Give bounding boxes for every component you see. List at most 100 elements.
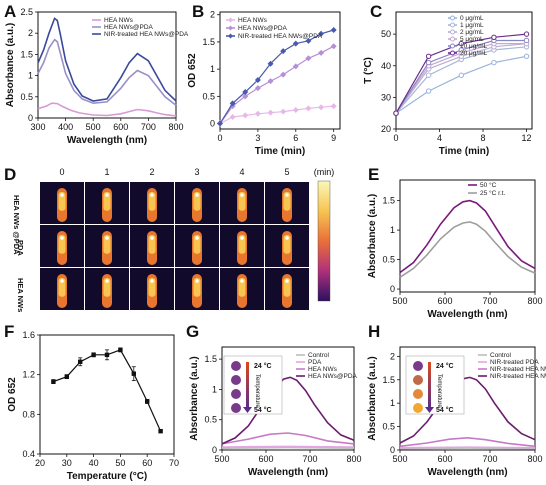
x-tick-label: 30 — [62, 458, 72, 468]
sample-hotspot — [58, 235, 66, 254]
data-point — [229, 114, 236, 121]
data-point — [104, 352, 110, 358]
y-axis-label: Absorbance (a.u.) — [5, 23, 16, 107]
panel-label-d: D — [4, 165, 16, 184]
x-tick-label: 50 — [115, 458, 125, 468]
sample-well-icon — [413, 403, 423, 413]
y-axis-label: Absorbance (a.u.) — [367, 194, 378, 278]
legend-entry: 25 °C r.t. — [480, 189, 506, 197]
x-tick-label: 700 — [302, 454, 317, 464]
x-tick-label: 3 — [255, 133, 260, 143]
legend-marker — [228, 33, 233, 39]
y-tick-label: 20 — [381, 124, 391, 134]
thermal-unit-label: (min) — [314, 167, 335, 177]
sample-hotspot — [193, 192, 201, 211]
data-point — [280, 71, 287, 78]
data-point — [145, 399, 150, 404]
series-line — [399, 376, 536, 444]
x-tick-label: 600 — [437, 296, 452, 306]
data-point — [158, 428, 163, 434]
plot-frame — [399, 179, 536, 293]
sample-hotspot — [103, 235, 111, 254]
x-tick-label: 500 — [86, 122, 101, 132]
legend-entry: PDA — [308, 359, 322, 366]
y-tick-label: 1 — [390, 225, 395, 235]
y-tick-label: 1.5 — [204, 354, 217, 364]
series-line — [37, 17, 177, 102]
data-point — [523, 37, 530, 44]
data-point — [330, 43, 337, 50]
panel-label-h: H — [368, 322, 380, 341]
y-tick-label: 0.8 — [22, 409, 35, 419]
data-point — [523, 53, 530, 59]
plot-frame — [39, 334, 175, 455]
legend-entry: 10 μg/mL — [460, 43, 488, 50]
data-point — [242, 88, 249, 95]
data-point — [393, 110, 399, 116]
y-tick-label: 0 — [390, 284, 395, 294]
measure-point-icon — [285, 279, 289, 283]
y-tick-label: 50 — [381, 29, 391, 39]
series-line — [221, 432, 355, 445]
data-point — [131, 371, 136, 376]
measure-point-icon — [105, 193, 109, 197]
chart-panel-e: 500 600 700 800 0 0.5 1 1.5 Wavelength (nm) Absor… — [367, 179, 543, 320]
legend-marker — [450, 43, 455, 49]
data-point — [217, 120, 223, 127]
plot-frame — [219, 11, 341, 130]
panel-label-e: E — [368, 165, 379, 184]
measure-point-icon — [240, 279, 244, 283]
chart-panel-h: 500 600 700 800 0 0.5 1 1.5 2 Wavelength (nm) Abso… — [367, 346, 546, 478]
data-point — [305, 55, 312, 62]
plot-frame — [221, 346, 355, 451]
x-tick-label: 0 — [393, 133, 398, 143]
legend-entry: 1 μg/mL — [460, 22, 484, 29]
legend-entry: 20 μg/mL — [460, 50, 488, 57]
data-point — [523, 31, 530, 37]
data-point — [305, 37, 312, 44]
x-tick-label: 400 — [58, 122, 73, 132]
data-point — [242, 112, 249, 119]
data-point — [254, 110, 261, 117]
data-point — [229, 100, 236, 107]
temperature-inset-g: 24 °C 54 °C Temperature — [223, 355, 283, 415]
legend-entry: NIR-treated HEA NWs@PDA — [490, 373, 546, 380]
sample-hotspot — [193, 278, 201, 297]
thermal-col-label: 2 — [149, 167, 154, 177]
inset-arrow-label: Temperature — [436, 374, 442, 408]
sample-hotspot — [103, 192, 111, 211]
x-tick-label: 40 — [89, 458, 99, 468]
y-tick-label: 30 — [381, 92, 391, 102]
data-point — [254, 77, 261, 84]
legend-entry: 50 °C — [480, 181, 497, 189]
legend-entry: NIR-treated PDA — [490, 359, 539, 366]
legend-marker — [228, 25, 233, 31]
legend-marker — [228, 17, 233, 23]
y-tick-label: 0.4 — [22, 449, 35, 459]
sample-well-icon — [231, 375, 241, 385]
data-point — [318, 104, 325, 111]
series-line — [399, 199, 536, 274]
y-axis-label: OD 652 — [7, 377, 18, 412]
legend-marker — [450, 15, 455, 21]
sample-hotspot — [238, 192, 246, 211]
measure-point-icon — [240, 193, 244, 197]
data-point — [425, 53, 432, 59]
temperature-arrow-icon — [428, 362, 431, 408]
legend-entry: NIR-treated HEA NWs@PDA — [104, 31, 189, 38]
data-point — [267, 109, 274, 116]
sample-hotspot — [238, 278, 246, 297]
chart-panel-a: 300 400 500 600 700 800 0 0.5 1 1.5 2 2.5 Wavelength… — [5, 7, 189, 146]
measure-point-icon — [195, 279, 199, 283]
y-tick-label: 1.5 — [20, 49, 33, 59]
sample-well-icon — [413, 389, 423, 399]
y-axis-label: Absorbance (a.u.) — [189, 356, 200, 440]
data-point — [118, 347, 123, 353]
x-tick-label: 70 — [169, 458, 179, 468]
arrow-head-icon — [243, 407, 252, 413]
chart-panel-g: 500 600 700 800 0 0.5 1 1.5 Wavelength (nm) Absor… — [189, 346, 362, 478]
legend-entry: HEA NWs@PDA — [238, 25, 288, 32]
x-tick-label: 700 — [141, 122, 156, 132]
data-point — [280, 108, 287, 115]
measure-point-icon — [240, 236, 244, 240]
